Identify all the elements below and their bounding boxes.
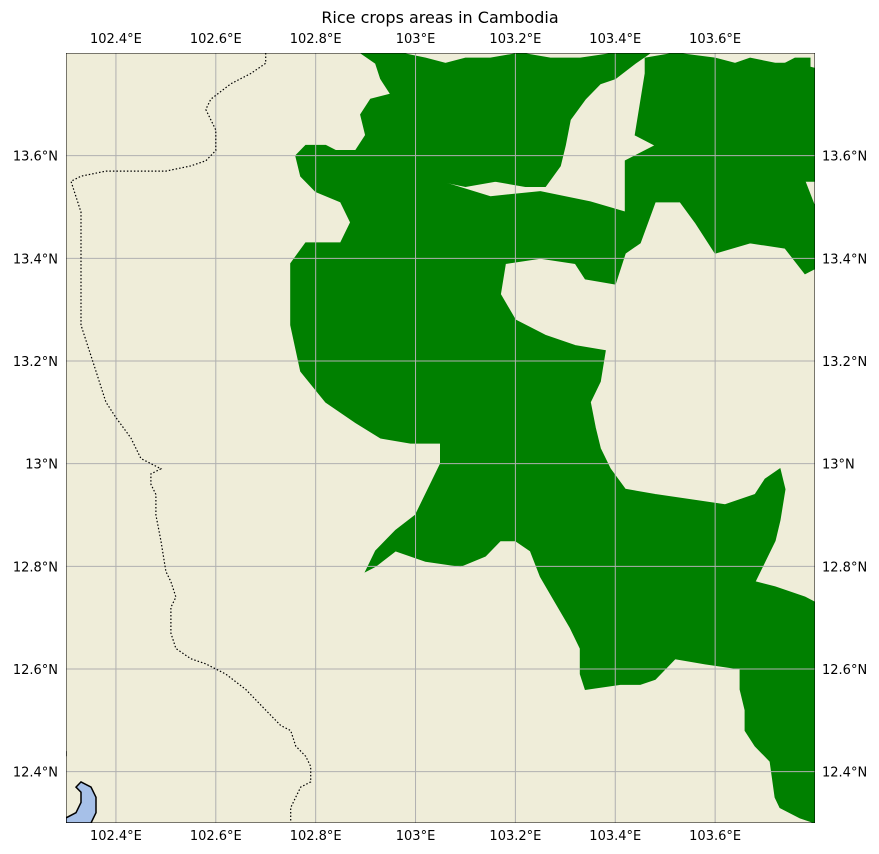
bottom-tick-label: 102.6°E [190, 829, 242, 844]
right-tick-label: 13.6°N [822, 150, 867, 165]
left-tick-label: 12.8°N [13, 560, 58, 575]
rice-area-3 [634, 53, 815, 182]
rice-crop-areas [290, 53, 815, 823]
top-tick-label: 102.8°E [290, 32, 342, 47]
rice-area-4 [783, 57, 811, 69]
right-tick-label: 12.4°N [822, 766, 867, 781]
right-tick-label: 13.2°N [822, 355, 867, 370]
right-tick-label: 12.8°N [822, 560, 867, 575]
right-tick-label: 12.6°N [822, 663, 867, 678]
bottom-tick-labels: 102.4°E 102.6°E 102.8°E 103°E 103.2°E 103.4°E… [90, 829, 741, 844]
map-title: Rice crops areas in Cambodia [321, 8, 558, 27]
right-tick-labels: 12.4°N 12.6°N 12.8°N 13°N 13.2°N 13.4°N 13.6°N [822, 150, 867, 781]
country-border [66, 53, 312, 823]
top-tick-label: 102.4°E [90, 32, 142, 47]
left-tick-label: 13°N [25, 458, 58, 473]
top-tick-label: 103.4°E [589, 32, 641, 47]
bottom-tick-label: 102.8°E [290, 829, 342, 844]
left-tick-label: 13.4°N [13, 252, 58, 267]
left-tick-label: 13.6°N [13, 150, 58, 165]
bottom-tick-label: 103°E [396, 829, 436, 844]
gridlines [66, 53, 815, 823]
water-area [66, 780, 97, 823]
rice-area-2 [359, 53, 652, 188]
right-tick-label: 13°N [822, 458, 855, 473]
bottom-tick-label: 103.2°E [489, 829, 541, 844]
top-tick-label: 103.6°E [689, 32, 741, 47]
left-tick-labels: 12.4°N 12.6°N 12.8°N 13°N 13.2°N 13.4°N 13.6°N [13, 150, 58, 781]
bottom-tick-label: 103.4°E [589, 829, 641, 844]
map-area [66, 53, 815, 823]
top-tick-label: 103.2°E [489, 32, 541, 47]
top-tick-label: 103°E [396, 32, 436, 47]
left-tick-label: 12.4°N [13, 766, 58, 781]
left-tick-label: 13.2°N [13, 355, 58, 370]
left-tick-label: 12.6°N [13, 663, 58, 678]
border-line [70, 53, 312, 823]
top-tick-label: 102.6°E [190, 32, 242, 47]
right-tick-label: 13.4°N [822, 252, 867, 267]
bottom-tick-label: 102.4°E [90, 829, 142, 844]
bottom-tick-label: 103.6°E [689, 829, 741, 844]
water-body [66, 780, 97, 823]
top-tick-labels: 102.4°E 102.6°E 102.8°E 103°E 103.2°E 103.4°E… [90, 32, 741, 47]
